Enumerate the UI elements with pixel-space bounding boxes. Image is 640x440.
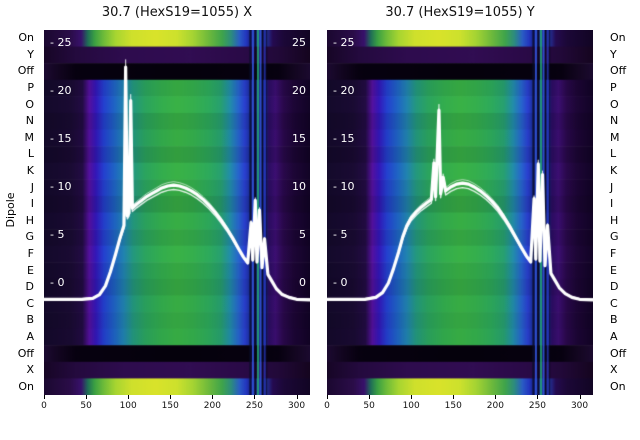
y-axis-label: D: [25, 280, 34, 294]
x-tick-label: 250: [245, 401, 264, 411]
x-tick-mark: [170, 395, 172, 399]
x-tick-label: 250: [528, 401, 547, 411]
y-axis-label: F: [610, 246, 617, 260]
y-axis-label: C: [26, 296, 34, 310]
x-tick-label: 100: [402, 401, 420, 411]
y-axis-label: G: [25, 230, 34, 244]
x-tick-mark: [411, 395, 413, 399]
panel-title-x: 30.7 (HexS19=1055) X: [101, 5, 253, 20]
y-axis-label: D: [610, 280, 619, 294]
y-axis-label: P: [610, 81, 617, 95]
y-axis-label: Y: [27, 47, 34, 61]
x-tick-label: 50: [80, 401, 92, 411]
x-tick-mark: [128, 395, 130, 399]
inner-tick-label-right: 0: [299, 276, 306, 289]
inner-tick-label-left: - 20: [50, 84, 72, 97]
heatmap-canvas-x: [44, 30, 310, 395]
y-axis-label: Y: [610, 47, 617, 61]
y-axis-label: L: [610, 147, 617, 161]
x-tick-label: 300: [570, 401, 589, 411]
y-axis-label: On: [18, 31, 34, 45]
y-axis-label: J: [30, 180, 34, 194]
y-axis-label: K: [26, 164, 34, 178]
y-axis-label: O: [610, 97, 619, 111]
y-axis-label: C: [610, 296, 618, 310]
x-tick-mark: [579, 395, 581, 399]
x-tick-mark: [453, 395, 455, 399]
y-axis-label: I: [610, 197, 614, 211]
y-axis-label: G: [610, 230, 619, 244]
y-axis-label: On: [18, 379, 34, 393]
x-tick-mark: [537, 395, 539, 399]
x-tick-mark: [327, 395, 328, 399]
y-axis-labels-right: On Y Off P O N M L K J I H G F E D C B A Off X On: [602, 30, 640, 395]
y-axis-label: Off: [610, 64, 627, 78]
inner-tick-label-left: - 15: [50, 132, 72, 145]
panel-y: - 25 - 20 - 15 - 10 - 5 - 0: [327, 30, 593, 395]
y-axis-label: P: [27, 81, 34, 95]
y-axis-label: F: [27, 246, 34, 260]
y-axis-label: Off: [17, 64, 34, 78]
inner-tick-label-left: - 20: [333, 84, 355, 97]
y-axis-label: K: [610, 164, 618, 178]
panel-title-y: 30.7 (HexS19=1055) Y: [385, 5, 535, 20]
x-tick-label: 100: [119, 401, 137, 411]
y-axis-label: H: [610, 213, 619, 227]
inner-tick-label-right: 20: [292, 84, 306, 97]
x-tick-label: 150: [444, 401, 462, 411]
x-tick-label: 200: [203, 401, 221, 411]
inner-tick-label-right: 25: [292, 36, 306, 49]
x-tick-label: 0: [324, 401, 330, 411]
y-axis-label: X: [26, 363, 34, 377]
inner-tick-label-left: - 10: [333, 180, 355, 193]
y-axis-label: E: [610, 263, 617, 277]
y-axis-label: A: [26, 329, 34, 343]
x-tick-label: 300: [287, 401, 306, 411]
inner-tick-label-left: - 0: [50, 276, 65, 289]
inner-tick-label-right: 10: [292, 180, 306, 193]
y-axis-label: H: [25, 213, 34, 227]
y-axis-label: On: [610, 379, 626, 393]
x-tick-label: 150: [161, 401, 179, 411]
x-tick-label: 0: [41, 401, 47, 411]
y-axis-label: E: [27, 263, 34, 277]
y-axis-label: J: [610, 180, 614, 194]
inner-tick-label-left: - 0: [333, 276, 348, 289]
y-axis-label: On: [610, 31, 626, 45]
y-axis-label: I: [30, 197, 34, 211]
inner-tick-label-left: - 25: [50, 36, 72, 49]
y-axis-label: M: [610, 130, 620, 144]
inner-tick-label-right: 5: [299, 228, 306, 241]
y-axis-label: L: [27, 147, 34, 161]
inner-tick-label-left: - 25: [333, 36, 355, 49]
x-tick-mark: [212, 395, 214, 399]
x-tick-mark: [44, 395, 45, 399]
y-axis-label: M: [24, 130, 35, 144]
y-axis-label: N: [610, 114, 619, 128]
y-axis-label: O: [25, 97, 34, 111]
x-tick-mark: [495, 395, 497, 399]
y-axis-label: B: [610, 313, 618, 327]
y-axis-label: B: [26, 313, 34, 327]
y-axis-label: A: [610, 329, 618, 343]
y-axis-label: Off: [610, 346, 627, 360]
inner-tick-label-left: - 15: [333, 132, 355, 145]
inner-tick-label-right: 15: [292, 132, 306, 145]
inner-tick-label-left: - 5: [50, 228, 65, 241]
x-tick-mark: [296, 395, 298, 399]
panel-x: - 25 - 20 - 15 - 10 - 5 - 0 25 20 15 10 5 0: [44, 30, 310, 395]
x-tick-mark: [369, 395, 371, 399]
inner-tick-label-left: - 5: [333, 228, 348, 241]
inner-tick-label-left: - 10: [50, 180, 72, 193]
y-axis-label: N: [25, 114, 34, 128]
y-axis-labels-left: On Y Off P O N M L K J I H G F E D C B A Off X On: [0, 30, 40, 395]
x-tick-mark: [254, 395, 256, 399]
x-tick-label: 200: [486, 401, 504, 411]
heatmap-canvas-y: [327, 30, 593, 395]
y-axis-label: Off: [17, 346, 34, 360]
y-axis-label: X: [610, 363, 618, 377]
x-tick-label: 50: [363, 401, 375, 411]
x-tick-mark: [86, 395, 88, 399]
